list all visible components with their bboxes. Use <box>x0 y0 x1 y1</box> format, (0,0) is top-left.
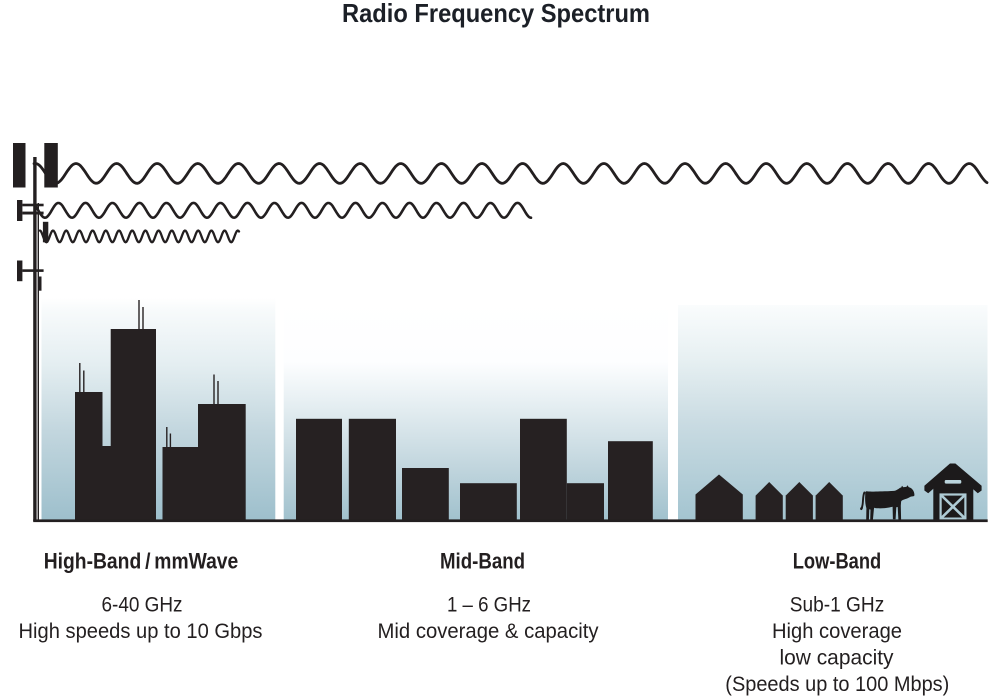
svg-text:Mid coverage & capacity: Mid coverage & capacity <box>378 620 599 643</box>
svg-text:Radio Frequency Spectrum: Radio Frequency Spectrum <box>342 0 650 28</box>
svg-text:1 – 6 GHz: 1 – 6 GHz <box>447 594 531 617</box>
svg-text:High coverage: High coverage <box>772 620 902 643</box>
svg-text:6-40 GHz: 6-40 GHz <box>102 594 183 617</box>
svg-text:Low-Band: Low-Band <box>793 549 882 574</box>
svg-text:High-Band / mmWave: High-Band / mmWave <box>44 549 239 574</box>
svg-text:High speeds up to 10 Gbps: High speeds up to 10 Gbps <box>19 620 263 643</box>
svg-text:Sub-1 GHz: Sub-1 GHz <box>790 594 885 617</box>
svg-text:Mid-Band: Mid-Band <box>440 549 525 574</box>
svg-text:(Speeds up to 100 Mbps): (Speeds up to 100 Mbps) <box>725 673 949 696</box>
svg-text:low capacity: low capacity <box>780 647 894 670</box>
